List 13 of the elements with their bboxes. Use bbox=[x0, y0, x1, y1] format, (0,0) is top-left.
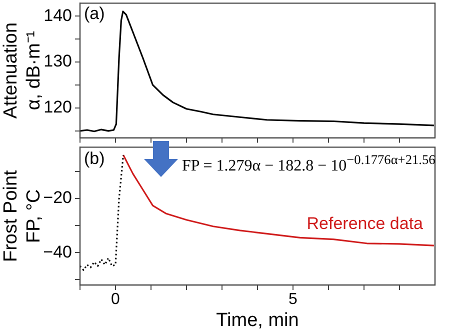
y-tick-label: 130 bbox=[44, 52, 72, 71]
y-tick-label: 140 bbox=[44, 6, 72, 25]
y-axis-title: Attenuation α, dB·m⁻¹ bbox=[0, 22, 44, 119]
x-axis-title: Time, min bbox=[216, 310, 299, 331]
y-tick-label: −40 bbox=[43, 242, 72, 262]
y-tick-label: 120 bbox=[44, 98, 72, 117]
series-label: Reference data bbox=[306, 214, 423, 234]
x-tick-label: 0 bbox=[111, 291, 120, 308]
annotation: (a) bbox=[84, 4, 105, 24]
annotation: (b) bbox=[84, 149, 105, 169]
x-tick-label: 5 bbox=[288, 291, 298, 308]
y-tick-label: −20 bbox=[43, 188, 72, 208]
y-axis-title: Frost Point FP, °C bbox=[0, 169, 44, 262]
